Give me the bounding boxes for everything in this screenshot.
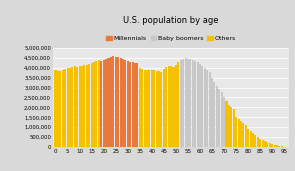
Bar <box>237 119 240 147</box>
Bar <box>144 70 146 147</box>
Bar <box>266 142 268 147</box>
Bar <box>86 65 88 147</box>
Bar <box>254 135 256 147</box>
Bar <box>175 65 177 147</box>
Bar <box>100 61 102 147</box>
Bar <box>105 59 107 147</box>
Bar <box>185 58 186 147</box>
Bar <box>240 121 242 147</box>
Bar <box>57 71 59 147</box>
Bar <box>211 78 213 147</box>
Legend: Millennials, Baby boomers, Others: Millennials, Baby boomers, Others <box>104 33 239 44</box>
Bar <box>153 70 155 147</box>
Bar <box>107 58 109 147</box>
Bar <box>187 59 189 147</box>
Bar <box>281 146 283 147</box>
Bar <box>199 64 201 147</box>
Bar <box>132 62 134 147</box>
Bar <box>67 68 68 147</box>
Bar <box>230 107 232 147</box>
Bar <box>192 60 194 147</box>
Bar <box>110 57 112 147</box>
Bar <box>252 133 254 147</box>
Bar <box>245 125 247 147</box>
Bar <box>271 144 273 147</box>
Bar <box>218 89 220 147</box>
Bar <box>209 72 211 147</box>
Bar <box>103 60 105 147</box>
Bar <box>139 68 141 147</box>
Bar <box>170 66 172 147</box>
Bar <box>233 109 235 147</box>
Bar <box>93 62 95 147</box>
Bar <box>269 143 271 147</box>
Bar <box>163 69 165 147</box>
Bar <box>206 70 208 147</box>
Bar <box>69 68 71 147</box>
Bar <box>122 59 124 147</box>
Bar <box>201 66 204 147</box>
Bar <box>276 146 278 147</box>
Bar <box>124 60 126 147</box>
Bar <box>250 131 252 147</box>
Bar <box>115 57 117 147</box>
Bar <box>196 62 199 147</box>
Bar <box>88 64 90 147</box>
Bar <box>223 97 225 147</box>
Bar <box>71 67 73 147</box>
Bar <box>228 105 230 147</box>
Bar <box>62 70 64 147</box>
Bar <box>112 56 114 147</box>
Bar <box>264 141 266 147</box>
Bar <box>213 82 215 147</box>
Bar <box>91 63 93 147</box>
Bar <box>204 68 206 147</box>
Bar <box>59 71 61 147</box>
Bar <box>119 58 122 147</box>
Bar <box>173 67 175 147</box>
Bar <box>158 71 160 147</box>
Bar <box>168 66 170 147</box>
Bar <box>81 66 83 147</box>
Bar <box>165 67 167 147</box>
Bar <box>262 140 264 147</box>
Bar <box>247 129 249 147</box>
Bar <box>98 60 100 147</box>
Bar <box>64 69 66 147</box>
Bar <box>278 146 281 147</box>
Bar <box>242 123 244 147</box>
Bar <box>259 139 261 147</box>
Bar <box>189 59 191 147</box>
Bar <box>127 61 129 147</box>
Bar <box>55 70 57 147</box>
Bar <box>151 70 153 147</box>
Bar <box>216 86 218 147</box>
Bar <box>160 72 163 147</box>
Bar <box>274 145 276 147</box>
Bar <box>95 61 97 147</box>
Bar <box>225 101 227 147</box>
Bar <box>156 71 158 147</box>
Bar <box>235 117 237 147</box>
Bar <box>257 137 259 147</box>
Bar <box>177 62 179 147</box>
Bar <box>129 62 131 147</box>
Bar <box>78 66 81 147</box>
Bar <box>182 59 184 147</box>
Bar <box>74 66 76 147</box>
Bar <box>194 61 196 147</box>
Bar <box>141 69 143 147</box>
Bar <box>136 63 138 147</box>
Bar <box>76 67 78 147</box>
Bar <box>148 70 150 147</box>
Bar <box>134 63 136 147</box>
Bar <box>117 57 119 147</box>
Title: U.S. population by age: U.S. population by age <box>123 16 219 25</box>
Bar <box>221 91 223 147</box>
Bar <box>83 65 86 147</box>
Bar <box>146 70 148 147</box>
Bar <box>180 60 182 147</box>
